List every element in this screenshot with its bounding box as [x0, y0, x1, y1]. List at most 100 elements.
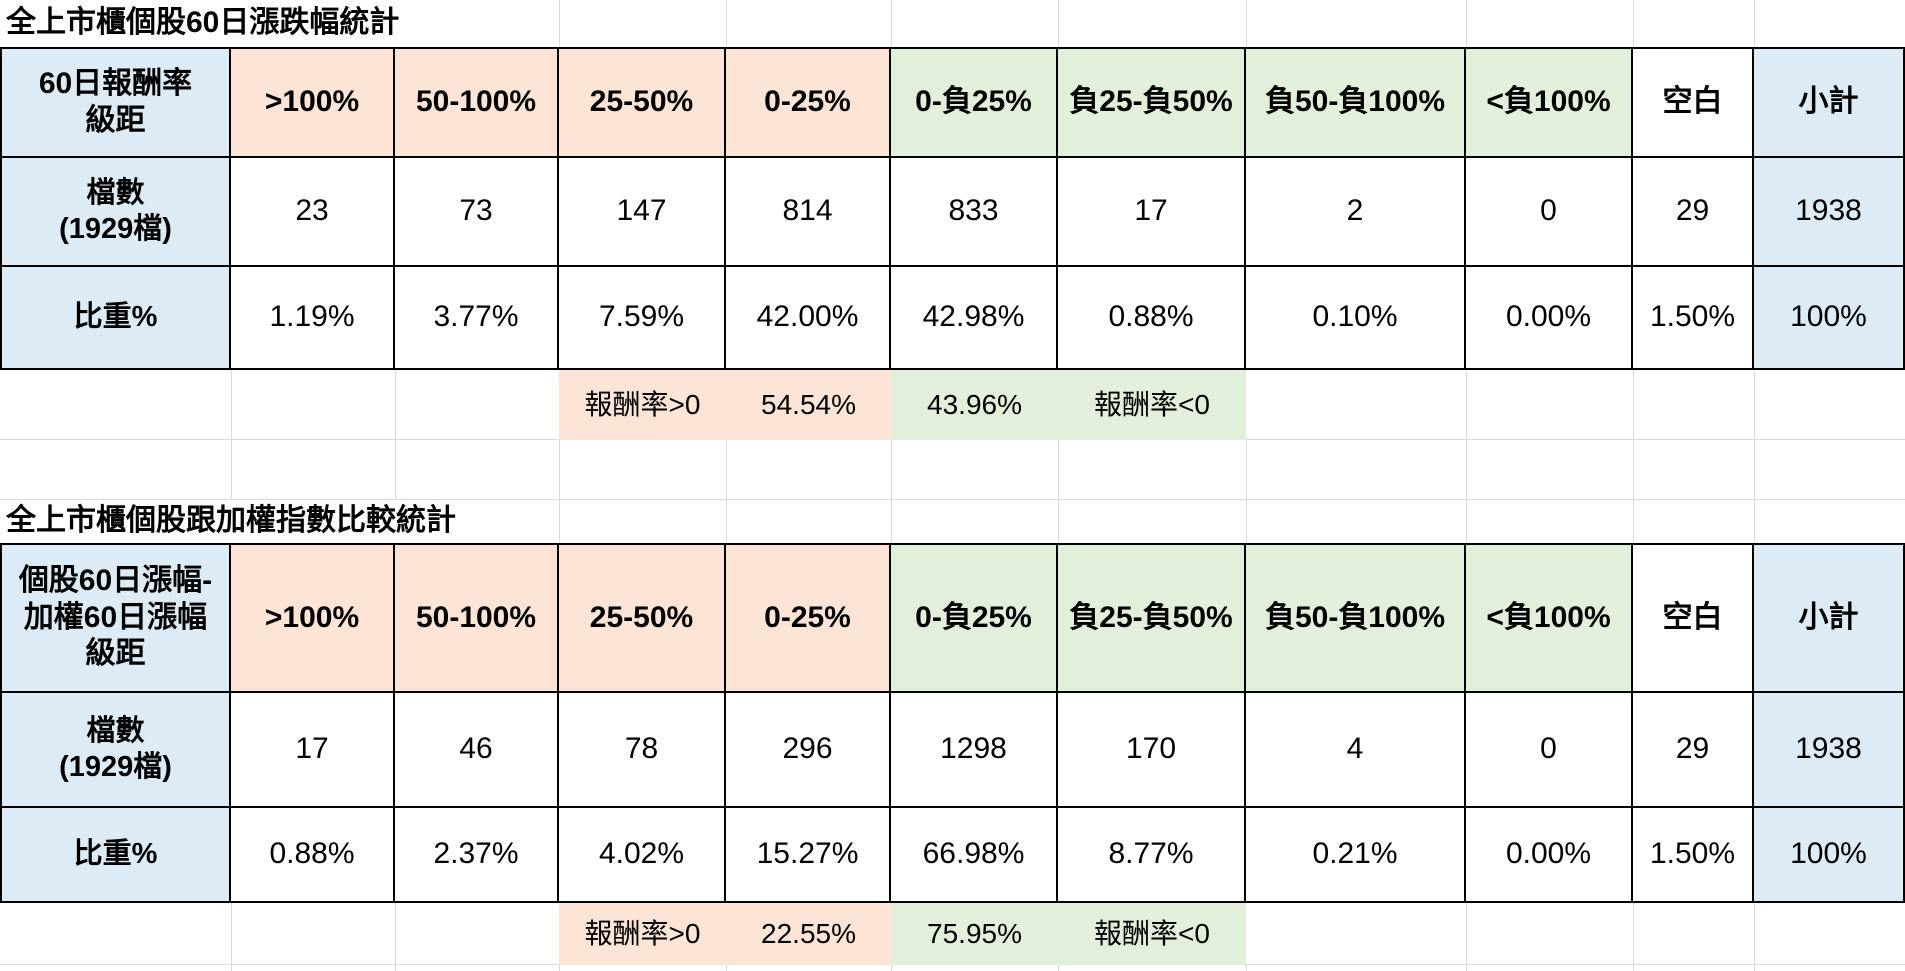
t2-pct-cell[interactable]: 8.77%: [1058, 808, 1246, 903]
t2-pct-cell[interactable]: 1.50%: [1633, 808, 1754, 903]
t1-summary-neg-label[interactable]: 報酬率<0: [1058, 370, 1246, 440]
empty-cell: [1466, 965, 1633, 971]
t2-count-cell[interactable]: 0: [1466, 693, 1633, 808]
t1-summary-pos-value[interactable]: 54.54%: [726, 370, 891, 440]
t1-count-cell[interactable]: 147: [559, 158, 726, 267]
t1-header-cell[interactable]: 負50-負100%: [1246, 47, 1466, 158]
t1-pct-cell[interactable]: 1.19%: [231, 267, 395, 370]
empty-cell: [726, 500, 891, 543]
t1-header-cell[interactable]: >100%: [231, 47, 395, 158]
t1-header-cell[interactable]: 0-25%: [726, 47, 891, 158]
t2-count-cell[interactable]: 296: [726, 693, 891, 808]
t1-pct-cell[interactable]: 3.77%: [395, 267, 559, 370]
t2-header-cell[interactable]: 負25-負50%: [1058, 543, 1246, 693]
t2-header-range-label[interactable]: 個股60日漲幅- 加權60日漲幅 級距: [0, 543, 231, 693]
t1-count-cell[interactable]: 833: [891, 158, 1058, 267]
empty-cell: [726, 0, 891, 47]
t1-pct-label[interactable]: 比重%: [0, 267, 231, 370]
t2-summary-neg-label[interactable]: 報酬率<0: [1058, 903, 1246, 965]
empty-cell: [1754, 500, 1905, 543]
t2-pct-total-cell[interactable]: 100%: [1754, 808, 1905, 903]
t2-header-cell[interactable]: >100%: [231, 543, 395, 693]
empty-cell: [559, 500, 726, 543]
t1-header-cell[interactable]: 負25-負50%: [1058, 47, 1246, 158]
t2-header-cell[interactable]: 0-負25%: [891, 543, 1058, 693]
t2-pct-cell[interactable]: 4.02%: [559, 808, 726, 903]
t1-header-cell[interactable]: 50-100%: [395, 47, 559, 158]
empty-cell: [1246, 965, 1466, 971]
t2-pct-cell[interactable]: 0.21%: [1246, 808, 1466, 903]
t2-count-label[interactable]: 檔數 (1929檔): [0, 693, 231, 808]
empty-cell: [1466, 903, 1633, 965]
empty-cell: [1058, 500, 1246, 543]
t1-pct-total-cell[interactable]: 100%: [1754, 267, 1905, 370]
empty-cell: [559, 440, 726, 500]
t1-header-cell[interactable]: <負100%: [1466, 47, 1633, 158]
t1-header-range-label[interactable]: 60日報酬率 級距: [0, 47, 231, 158]
t1-pct-cell[interactable]: 42.98%: [891, 267, 1058, 370]
t1-pct-cell[interactable]: 1.50%: [1633, 267, 1754, 370]
empty-cell: [0, 903, 231, 965]
empty-cell: [1246, 903, 1466, 965]
t1-pct-cell[interactable]: 0.10%: [1246, 267, 1466, 370]
t2-pct-label[interactable]: 比重%: [0, 808, 231, 903]
t1-count-cell[interactable]: 29: [1633, 158, 1754, 267]
empty-cell: [0, 440, 231, 500]
t2-header-cell[interactable]: 空白: [1633, 543, 1754, 693]
t2-count-total-cell[interactable]: 1938: [1754, 693, 1905, 808]
t1-header-cell[interactable]: 0-負25%: [891, 47, 1058, 158]
t2-header-cell[interactable]: 50-100%: [395, 543, 559, 693]
empty-cell: [726, 440, 891, 500]
t2-count-cell[interactable]: 4: [1246, 693, 1466, 808]
empty-cell: [1246, 500, 1466, 543]
t1-count-cell[interactable]: 0: [1466, 158, 1633, 267]
t2-header-cell[interactable]: 25-50%: [559, 543, 726, 693]
t2-count-cell[interactable]: 1298: [891, 693, 1058, 808]
t1-count-label[interactable]: 檔數 (1929檔): [0, 158, 231, 267]
t2-count-cell[interactable]: 78: [559, 693, 726, 808]
t1-count-cell[interactable]: 814: [726, 158, 891, 267]
empty-cell: [1246, 440, 1466, 500]
t1-header-cell[interactable]: 空白: [1633, 47, 1754, 158]
t2-header-cell[interactable]: 0-25%: [726, 543, 891, 693]
empty-cell: [1466, 440, 1633, 500]
t1-pct-cell[interactable]: 0.00%: [1466, 267, 1633, 370]
t2-count-cell[interactable]: 46: [395, 693, 559, 808]
t2-count-cell[interactable]: 17: [231, 693, 395, 808]
t2-count-cell[interactable]: 170: [1058, 693, 1246, 808]
t2-header-cell[interactable]: 負50-負100%: [1246, 543, 1466, 693]
t1-pct-cell[interactable]: 42.00%: [726, 267, 891, 370]
t1-count-cell[interactable]: 23: [231, 158, 395, 267]
t2-header-cell[interactable]: 小計: [1754, 543, 1905, 693]
t1-count-cell[interactable]: 2: [1246, 158, 1466, 267]
t1-header-cell[interactable]: 25-50%: [559, 47, 726, 158]
empty-cell: [395, 370, 559, 440]
table1-title-cell[interactable]: 全上市櫃個股60日漲跌幅統計: [6, 6, 400, 40]
t2-pct-cell[interactable]: 2.37%: [395, 808, 559, 903]
t1-summary-pos-label[interactable]: 報酬率>0: [559, 370, 726, 440]
empty-cell: [1246, 0, 1466, 47]
t1-count-cell[interactable]: 73: [395, 158, 559, 267]
table2-title-cell[interactable]: 全上市櫃個股跟加權指數比較統計: [6, 504, 456, 538]
t1-pct-cell[interactable]: 0.88%: [1058, 267, 1246, 370]
t1-summary-neg-value[interactable]: 43.96%: [891, 370, 1058, 440]
empty-cell: [231, 370, 395, 440]
t2-pct-cell[interactable]: 15.27%: [726, 808, 891, 903]
t2-header-cell[interactable]: <負100%: [1466, 543, 1633, 693]
t2-summary-pos-value[interactable]: 22.55%: [726, 903, 891, 965]
t2-count-cell[interactable]: 29: [1633, 693, 1754, 808]
t1-count-cell[interactable]: 17: [1058, 158, 1246, 267]
t2-summary-neg-value[interactable]: 75.95%: [891, 903, 1058, 965]
t2-pct-cell[interactable]: 0.88%: [231, 808, 395, 903]
t1-header-cell[interactable]: 小計: [1754, 47, 1905, 158]
empty-cell: [1754, 370, 1905, 440]
empty-cell: [231, 965, 395, 971]
t1-pct-cell[interactable]: 7.59%: [559, 267, 726, 370]
t2-pct-cell[interactable]: 66.98%: [891, 808, 1058, 903]
empty-cell: [1633, 500, 1754, 543]
t2-summary-pos-label[interactable]: 報酬率>0: [559, 903, 726, 965]
empty-cell: [1633, 370, 1754, 440]
empty-cell: [1058, 965, 1246, 971]
t2-pct-cell[interactable]: 0.00%: [1466, 808, 1633, 903]
t1-count-total-cell[interactable]: 1938: [1754, 158, 1905, 267]
